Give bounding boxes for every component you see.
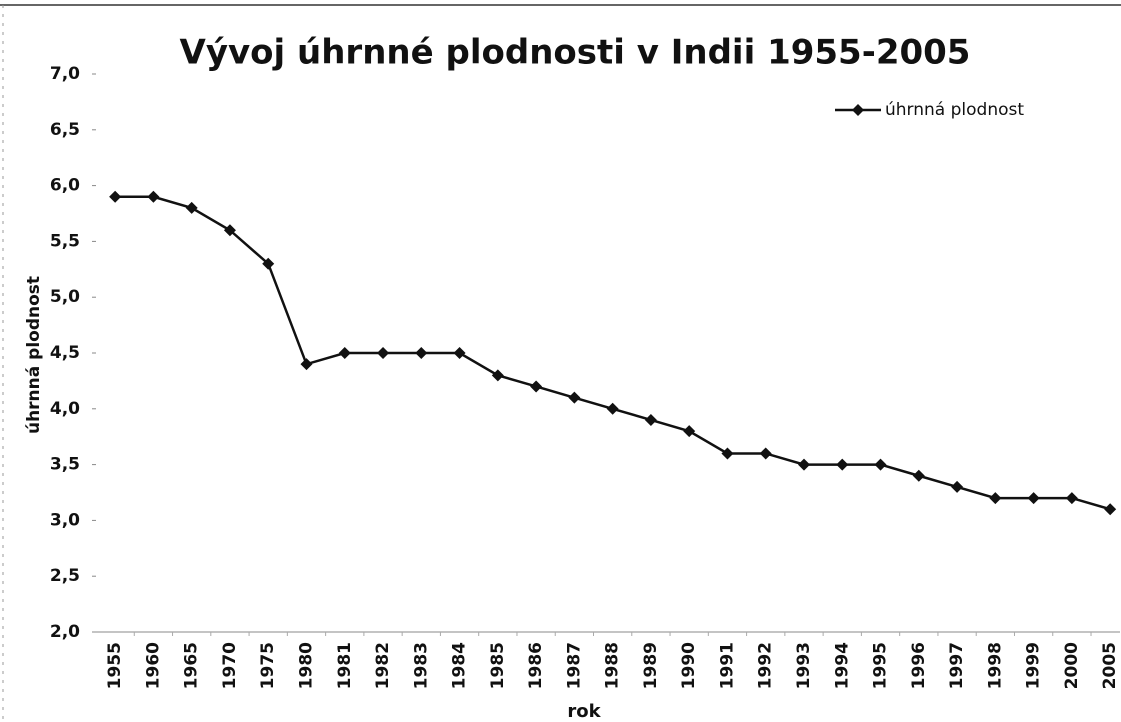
data-point bbox=[262, 257, 275, 270]
y-tick-label: 3,5 bbox=[50, 455, 80, 475]
data-point bbox=[223, 224, 236, 237]
chart-title: Vývoj úhrnné plodnosti v Indii 1955-2005 bbox=[180, 33, 971, 73]
data-point bbox=[1027, 492, 1040, 505]
x-tick-label: 1998 bbox=[985, 642, 1005, 689]
x-tick-label: 1992 bbox=[756, 642, 776, 689]
y-tick-label: 4,5 bbox=[50, 343, 80, 363]
data-point bbox=[759, 447, 772, 460]
x-tick-label: 1991 bbox=[717, 642, 737, 689]
x-tick-label: 1984 bbox=[450, 642, 470, 689]
data-point bbox=[185, 201, 198, 214]
x-tick-label: 1985 bbox=[488, 642, 508, 689]
x-tick-label: 1986 bbox=[526, 642, 546, 689]
x-tick-label: 1994 bbox=[832, 642, 852, 689]
data-point bbox=[836, 458, 849, 471]
x-tick-label: 1980 bbox=[296, 642, 316, 689]
x-tick-label: 1981 bbox=[335, 642, 355, 689]
y-tick-label: 2,5 bbox=[50, 566, 80, 586]
x-tick-label: 1995 bbox=[871, 642, 891, 689]
y-tick-label: 4,0 bbox=[50, 399, 80, 419]
data-point bbox=[453, 347, 466, 359]
data-point bbox=[530, 380, 543, 393]
data-point bbox=[377, 347, 390, 359]
data-point bbox=[797, 458, 810, 471]
legend-label: úhrnná plodnost bbox=[885, 100, 1024, 120]
x-axis-title: rok bbox=[567, 701, 601, 722]
data-point bbox=[721, 447, 734, 460]
data-point bbox=[683, 425, 696, 438]
x-tick-label: 1996 bbox=[909, 642, 929, 689]
y-tick-label: 3,0 bbox=[50, 510, 80, 530]
data-point bbox=[300, 358, 313, 371]
x-tick-label: 1999 bbox=[1024, 642, 1044, 689]
x-tick-label: 1989 bbox=[641, 642, 661, 689]
data-point bbox=[1104, 503, 1117, 516]
x-tick-label: 1993 bbox=[794, 642, 814, 689]
y-tick-label: 7,0 bbox=[50, 64, 80, 84]
x-tick-label: 1988 bbox=[603, 642, 623, 689]
data-point bbox=[147, 190, 160, 203]
data-point bbox=[606, 402, 619, 415]
data-point bbox=[989, 492, 1002, 505]
data-point bbox=[109, 190, 122, 203]
legend-marker bbox=[852, 104, 864, 116]
x-tick-label: 1982 bbox=[373, 642, 393, 689]
x-tick-label: 1990 bbox=[679, 642, 699, 689]
x-tick-label: 1960 bbox=[143, 642, 163, 689]
y-tick-label: 6,0 bbox=[50, 176, 80, 196]
x-tick-label: 1983 bbox=[411, 642, 431, 689]
y-axis-title: úhrnná plodnost bbox=[24, 276, 44, 434]
data-point bbox=[1065, 492, 1078, 505]
x-tick-label: 1970 bbox=[220, 642, 240, 689]
data-point bbox=[415, 347, 428, 359]
data-point bbox=[491, 369, 504, 382]
x-tick-label: 1987 bbox=[564, 642, 584, 689]
x-tick-label: 2005 bbox=[1100, 642, 1120, 689]
x-tick-label: 1965 bbox=[182, 642, 202, 689]
y-tick-label: 5,5 bbox=[50, 231, 80, 251]
data-point bbox=[644, 413, 657, 426]
x-tick-label: 1975 bbox=[258, 642, 278, 689]
x-tick-label: 1955 bbox=[105, 642, 125, 689]
data-point bbox=[874, 458, 887, 471]
y-tick-label: 6,5 bbox=[50, 120, 80, 140]
data-point bbox=[951, 480, 964, 493]
y-tick-label: 2,0 bbox=[50, 622, 80, 642]
x-tick-label: 1997 bbox=[947, 642, 967, 689]
series-line bbox=[115, 195, 1111, 511]
data-point bbox=[338, 347, 351, 359]
y-tick-label: 5,0 bbox=[50, 287, 80, 307]
x-tick-label: 2000 bbox=[1062, 642, 1082, 689]
data-point bbox=[568, 391, 581, 404]
data-point bbox=[912, 469, 925, 482]
